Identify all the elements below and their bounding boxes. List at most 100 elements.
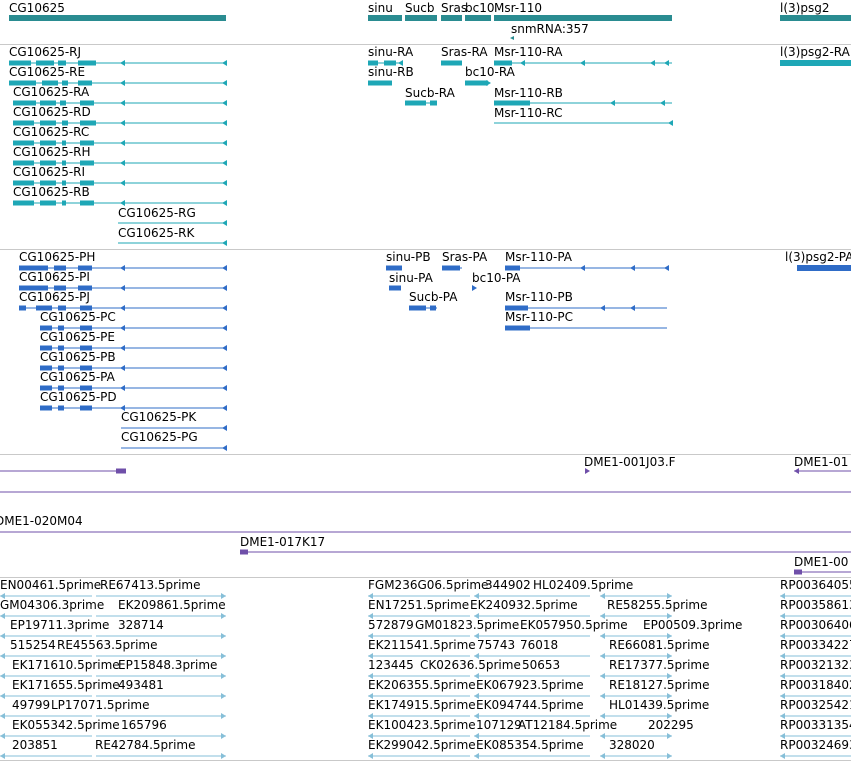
est-label[interactable]: LP17071.5prime (51, 698, 150, 712)
transcript-label[interactable]: CG10625-RK (118, 226, 195, 240)
protein-label[interactable]: Sras-PA (442, 250, 488, 264)
transcript-label[interactable]: CG10625-RE (9, 65, 86, 79)
bac-label[interactable]: DME1-001J03.F (584, 455, 676, 469)
est-label[interactable]: RE45563.5prime (57, 638, 158, 652)
est-label[interactable]: EP19711.3prime (10, 618, 110, 632)
bac-label[interactable]: DME1-00 (794, 555, 849, 569)
est-label[interactable]: GM04306.3prime (0, 598, 105, 612)
est-label[interactable]: 76018 (520, 638, 559, 652)
est-label[interactable]: EK055342.5prime (12, 718, 120, 732)
est-label[interactable]: RE17377.5prime (609, 658, 710, 672)
protein-label[interactable]: sinu-PA (389, 271, 433, 285)
est-label[interactable]: EK067923.5prime (476, 678, 584, 692)
protein-label[interactable]: Msr-110-PA (505, 250, 573, 264)
transcript-label[interactable]: bc10-RA (465, 65, 515, 79)
est-label[interactable]: EK209861.5prime (118, 598, 226, 612)
est-label[interactable]: 493481 (118, 678, 164, 692)
est-label[interactable]: EK057950.5prime (520, 618, 628, 632)
est-label[interactable]: RP00318402 (780, 678, 851, 692)
gene-label[interactable]: l(3)psg2 (780, 1, 830, 15)
protein-label[interactable]: Sucb-PA (409, 290, 458, 304)
est-label[interactable]: EK171655.5prime (12, 678, 120, 692)
gene-label[interactable]: Sras (441, 1, 468, 15)
est-label[interactable]: RP00306406 (780, 618, 851, 632)
est-label[interactable]: 75743 (477, 638, 516, 652)
est-label[interactable]: RP00331354 (780, 718, 851, 732)
protein-label[interactable]: CG10625-PK (121, 410, 197, 424)
protein-label[interactable]: CG10625-PC (40, 310, 116, 324)
transcript-label[interactable]: l(3)psg2-RA (780, 45, 850, 59)
transcript-label[interactable]: CG10625-RJ (9, 45, 82, 59)
gene-label[interactable]: Sucb (405, 1, 435, 15)
est-label[interactable]: 344902 (485, 578, 531, 592)
est-label[interactable]: EP00509.3prime (643, 618, 743, 632)
est-label[interactable]: RP00325421 (780, 698, 851, 712)
transcript-label[interactable]: Msr-110-RA (494, 45, 563, 59)
protein-label[interactable]: Msr-110-PB (505, 290, 573, 304)
est-label[interactable]: EK085354.5prime (476, 738, 584, 752)
est-label[interactable]: RE42784.5prime (95, 738, 196, 752)
est-label[interactable]: 165796 (121, 718, 167, 732)
bac-label[interactable]: DME1-01 (794, 455, 849, 469)
gene-label[interactable]: CG10625 (9, 1, 65, 15)
protein-label[interactable]: CG10625-PB (40, 350, 116, 364)
est-label[interactable]: EP15848.3prime (118, 658, 218, 672)
protein-label[interactable]: CG10625-PE (40, 330, 115, 344)
est-label[interactable]: 50653 (522, 658, 561, 672)
protein-label[interactable]: l(3)psg2-PA (785, 250, 851, 264)
est-label[interactable]: AT12184.5prime (518, 718, 618, 732)
protein-label[interactable]: bc10-PA (472, 271, 521, 285)
gene-label[interactable]: sinu (368, 1, 393, 15)
transcript-label[interactable]: CG10625-RD (13, 105, 91, 119)
gene-label[interactable]: snmRNA:357 (511, 22, 589, 36)
est-label[interactable]: RP00334227 (780, 638, 851, 652)
est-label[interactable]: EN17251.5prime (368, 598, 470, 612)
est-label[interactable]: 203851 (12, 738, 58, 752)
gene-label[interactable]: Msr-110 (494, 1, 543, 15)
protein-label[interactable]: CG10625-PD (40, 390, 117, 404)
est-label[interactable]: 515254 (10, 638, 56, 652)
protein-label[interactable]: CG10625-PG (121, 430, 198, 444)
est-label[interactable]: EK211541.5prime (368, 638, 476, 652)
transcript-label[interactable]: CG10625-RB (13, 185, 90, 199)
est-label[interactable]: RP00324693 (780, 738, 851, 752)
est-label[interactable]: HL01439.5prime (609, 698, 710, 712)
transcript-label[interactable]: sinu-RB (368, 65, 414, 79)
est-label[interactable]: EK100423.5prime (368, 718, 476, 732)
est-label[interactable]: EN00461.5prime (0, 578, 102, 592)
est-label[interactable]: HL02409.5prime (533, 578, 634, 592)
est-label[interactable]: RE67413.5prime (100, 578, 201, 592)
transcript-label[interactable]: CG10625-RA (13, 85, 90, 99)
protein-label[interactable]: CG10625-PA (40, 370, 115, 384)
gene-label[interactable]: bc10 (465, 1, 495, 15)
transcript-label[interactable]: Sucb-RA (405, 86, 455, 100)
est-label[interactable]: RE58255.5prime (607, 598, 708, 612)
est-label[interactable]: RE66081.5prime (609, 638, 710, 652)
est-label[interactable]: 328714 (118, 618, 164, 632)
bac-label[interactable]: DME1-017K17 (240, 535, 326, 549)
transcript-label[interactable]: CG10625-RG (118, 206, 196, 220)
est-label[interactable]: GM01823.5prime (415, 618, 520, 632)
transcript-label[interactable]: CG10625-RI (13, 165, 86, 179)
est-label[interactable]: EK206355.5prime (368, 678, 476, 692)
est-label[interactable]: 107129 (476, 718, 522, 732)
est-label[interactable]: 49799 (12, 698, 51, 712)
est-label[interactable]: EK094744.5prime (476, 698, 584, 712)
protein-label[interactable]: CG10625-PI (19, 270, 90, 284)
est-label[interactable]: EK174915.5prime (368, 698, 476, 712)
est-label[interactable]: RP00321323 (780, 658, 851, 672)
protein-label[interactable]: CG10625-PJ (19, 290, 90, 304)
transcript-label[interactable]: CG10625-RC (13, 125, 90, 139)
transcript-label[interactable]: CG10625-RH (13, 145, 91, 159)
est-label[interactable]: RP00358613 (780, 598, 851, 612)
protein-label[interactable]: Msr-110-PC (505, 310, 573, 324)
transcript-label[interactable]: Msr-110-RB (494, 86, 563, 100)
protein-label[interactable]: CG10625-PH (19, 250, 96, 264)
bac-label[interactable]: DME1-020M04 (0, 514, 83, 528)
est-label[interactable]: 202295 (648, 718, 694, 732)
est-label[interactable]: 328020 (609, 738, 655, 752)
transcript-label[interactable]: Sras-RA (441, 45, 488, 59)
est-label[interactable]: 123445 (368, 658, 414, 672)
est-label[interactable]: RP00364055 (780, 578, 851, 592)
est-label[interactable]: FGM236G06.5prime (368, 578, 489, 592)
